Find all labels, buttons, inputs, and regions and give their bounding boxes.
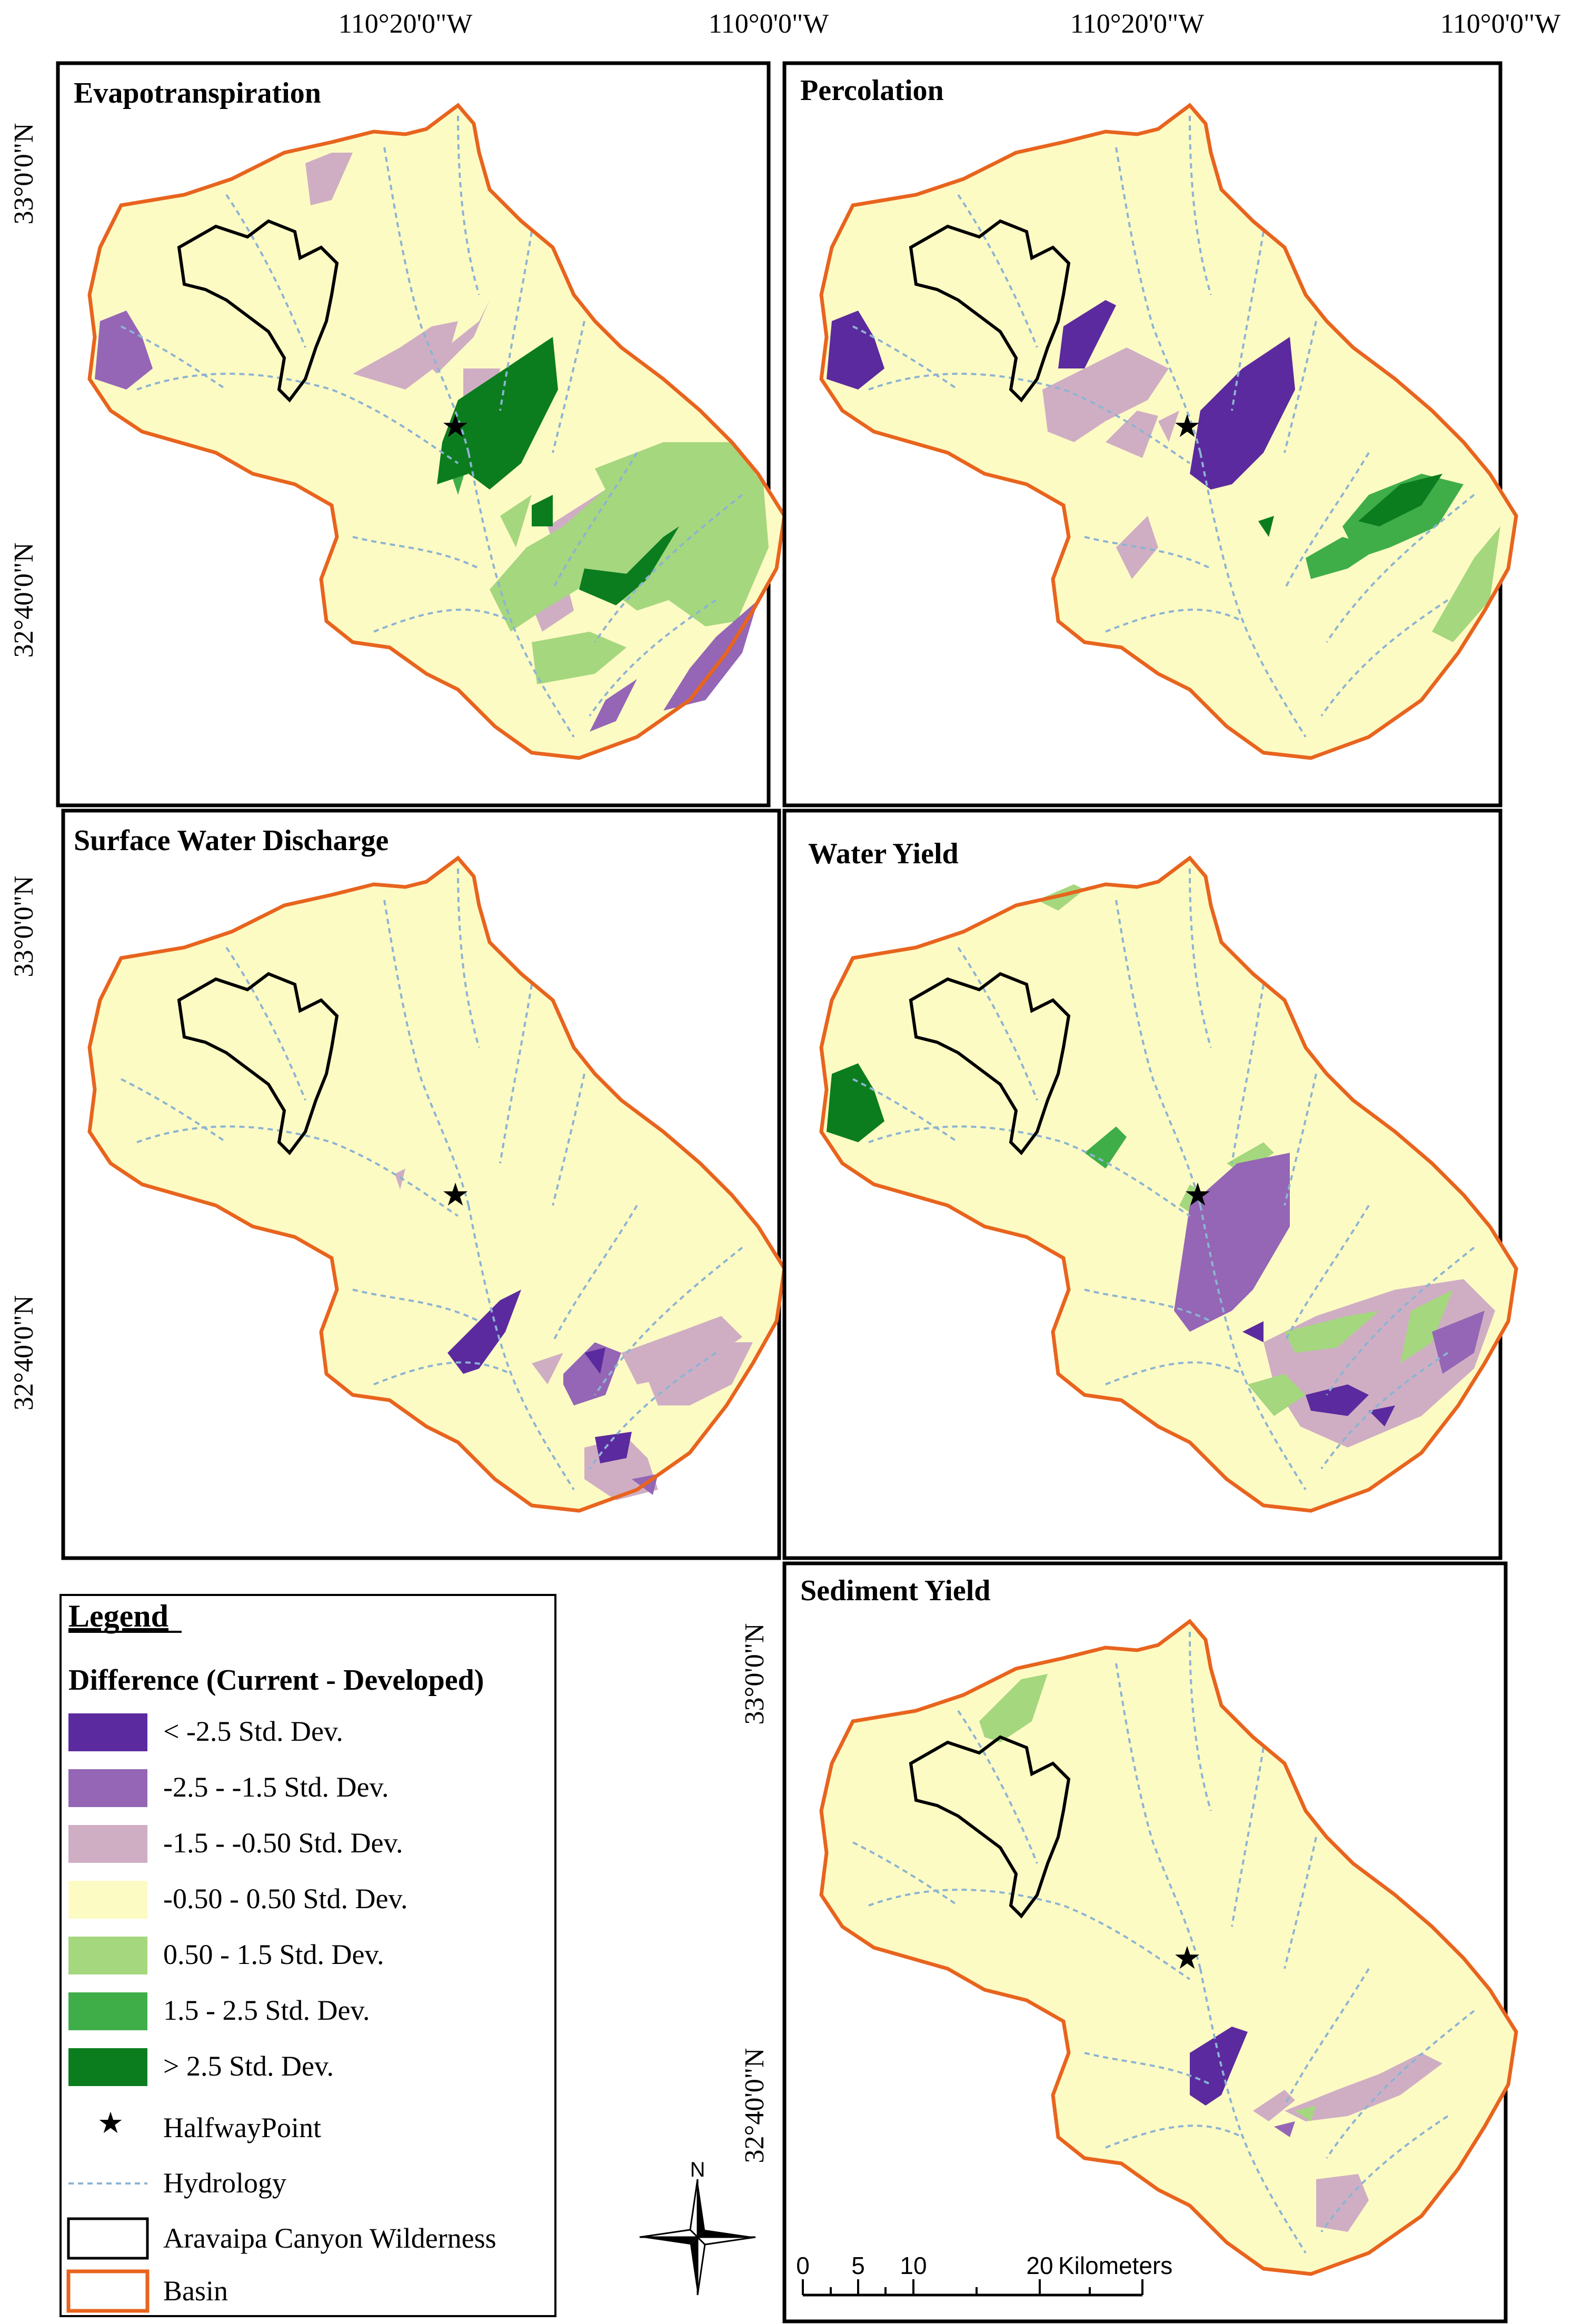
legend-hydrology-label: Hydrology <box>163 2167 286 2199</box>
legend-basin-label: Basin <box>163 2275 228 2307</box>
lon-label-top-left-west: 110°20'0"W <box>339 9 473 39</box>
legend: Legend Difference (Current - Developed) … <box>59 1594 556 2317</box>
panel-percolation: ★ Percolation <box>782 61 1516 807</box>
legend-wilderness-label: Aravaipa Canyon Wilderness <box>163 2222 496 2254</box>
legend-swatch <box>68 1881 147 1919</box>
north-arrow-icon: N <box>639 2158 756 2296</box>
halfway-point-icon: ★ <box>97 2107 124 2140</box>
wilderness-swatch <box>67 2217 149 2260</box>
legend-class-label: 0.50 - 1.5 Std. Dev. <box>163 1939 384 1970</box>
panel-evapotranspiration: ★ Evapotranspiration <box>56 61 784 807</box>
panel-title: Sediment Yield <box>800 1574 990 1607</box>
halfway-point-marker: ★ <box>1183 1178 1212 1212</box>
legend-halfway-label: HalfwayPoint <box>163 2112 321 2143</box>
legend-class-list: < -2.5 Std. Dev. -2.5 - -1.5 Std. Dev. -1.… <box>68 1713 407 2086</box>
panel-title: Percolation <box>800 74 944 107</box>
basin-swatch <box>66 2269 150 2313</box>
north-label: N <box>690 2158 705 2181</box>
scale-tick-0: 0 <box>796 2252 810 2279</box>
legend-class-label: > 2.5 Std. Dev. <box>163 2050 334 2082</box>
panel-sediment-yield: ★ Sediment Yield 0 5 10 20 Kilometers <box>782 1561 1516 2323</box>
legend-swatch <box>68 1769 147 1807</box>
halfway-point-marker: ★ <box>441 1178 470 1212</box>
lat-label-mid-3: 33°0'0"N <box>740 1623 770 1725</box>
panel-title: Water Yield <box>808 837 959 870</box>
lat-label-left-3: 33°0'0"N <box>9 876 39 978</box>
legend-title: Legend <box>68 1599 168 1633</box>
halfway-point-marker: ★ <box>1173 409 1201 444</box>
legend-subtitle: Difference (Current - Developed) <box>68 1664 484 1697</box>
lon-label-top-right-west: 110°20'0"W <box>1070 9 1205 39</box>
legend-class-label: -1.5 - -0.50 Std. Dev. <box>163 1827 403 1859</box>
lat-label-left-2: 32°40'0"N <box>9 543 39 658</box>
panel-water-yield: ★ Water Yield <box>782 809 1516 1560</box>
panel-surface-water-discharge: ★ Surface Water Discharge <box>61 809 784 1560</box>
scale-unit: Kilometers <box>1058 2252 1172 2279</box>
legend-swatch <box>68 1992 147 2030</box>
scale-tick-5: 5 <box>851 2252 865 2279</box>
panel-title: Evapotranspiration <box>74 77 321 109</box>
legend-swatch <box>68 1937 147 1974</box>
legend-swatch <box>68 1713 147 1751</box>
lat-label-left-4: 32°40'0"N <box>9 1295 39 1411</box>
lat-label-mid-4: 32°40'0"N <box>740 2048 770 2163</box>
legend-swatch <box>68 1825 147 1863</box>
scale-tick-10: 10 <box>900 2252 927 2279</box>
lat-label-left-1: 33°0'0"N <box>9 123 39 225</box>
lon-label-top-left-east: 110°0'0"W <box>709 9 829 39</box>
legend-class-label: < -2.5 Std. Dev. <box>163 1715 343 1747</box>
legend-swatch <box>68 2048 147 2086</box>
scale-bar: 0 5 10 20 Kilometers <box>796 2252 1172 2297</box>
halfway-point-marker: ★ <box>1173 1941 1201 1976</box>
panel-title: Surface Water Discharge <box>74 824 389 857</box>
legend-class-label: 1.5 - 2.5 Std. Dev. <box>163 1994 370 2026</box>
scale-tick-20: 20 <box>1026 2252 1053 2279</box>
legend-class-label: -0.50 - 0.50 Std. Dev. <box>163 1883 407 1914</box>
legend-class-label: -2.5 - -1.5 Std. Dev. <box>163 1771 389 1803</box>
lon-label-top-right-east: 110°0'0"W <box>1440 9 1561 39</box>
halfway-point-marker: ★ <box>441 409 470 444</box>
